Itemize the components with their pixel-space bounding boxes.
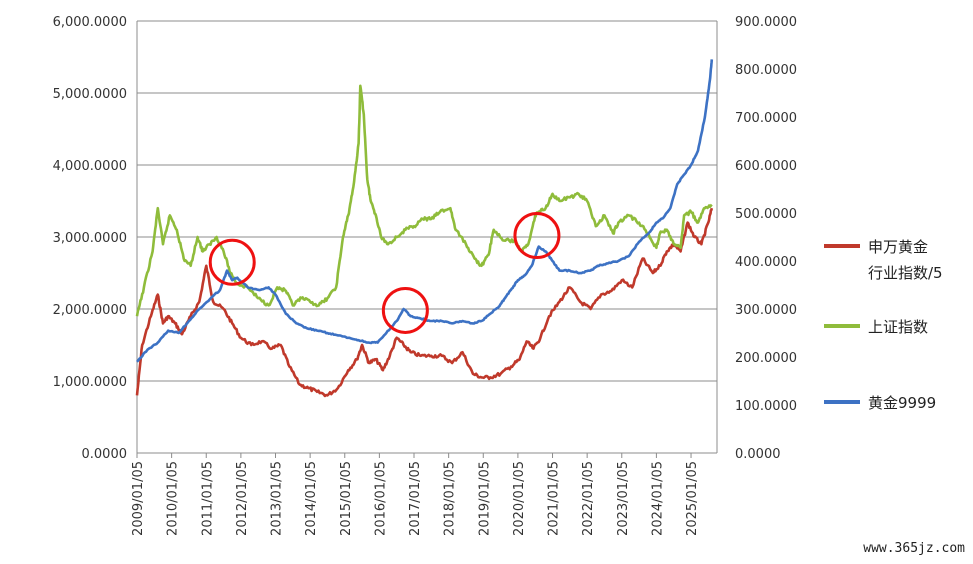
left-tick-label: 1,000.0000 (53, 375, 127, 390)
right-tick-label: 100.0000 (735, 399, 797, 414)
right-tick-label: 800.0000 (735, 63, 797, 78)
series-lines (135, 59, 714, 398)
x-tick-label: 2017/01/05 (408, 461, 423, 536)
x-tick-label: 2024/01/05 (650, 461, 665, 536)
x-tick-label: 2015/01/05 (339, 461, 354, 536)
right-axis: 0.0000 100.0000 200.0000 300.0000 400.0000 50… (735, 15, 797, 462)
x-tick-label: 2022/01/05 (581, 461, 596, 536)
right-tick-label: 0.0000 (735, 447, 781, 462)
annotation-circle (513, 212, 561, 260)
x-tick-label: 2011/01/05 (200, 461, 215, 536)
x-axis: 2009/01/05 2010/01/05 2011/01/05 2012/01/05… (131, 453, 700, 536)
x-tick-label: 2023/01/05 (616, 461, 631, 536)
right-tick-label: 600.0000 (735, 159, 797, 174)
right-tick-label: 500.0000 (735, 207, 797, 222)
right-tick-label: 200.0000 (735, 351, 797, 366)
left-tick-label: 6,000.0000 (53, 15, 127, 30)
annotation-circle (381, 286, 429, 334)
left-tick-label: 2,000.0000 (53, 303, 127, 318)
left-tick-label: 0.0000 (82, 447, 128, 462)
right-tick-label: 900.0000 (735, 15, 797, 30)
right-tick-label: 300.0000 (735, 303, 797, 318)
series-line (136, 59, 714, 363)
left-tick-label: 5,000.0000 (53, 87, 127, 102)
x-tick-label: 2019/01/05 (477, 461, 492, 536)
watermark: www.365jz.com (863, 541, 965, 556)
gridlines (136, 20, 718, 454)
left-tick-label: 3,000.0000 (53, 231, 127, 246)
legend-label: 行业指数/5 (868, 264, 943, 282)
x-tick-label: 2020/01/05 (512, 461, 527, 536)
right-tick-label: 400.0000 (735, 255, 797, 270)
series-line (135, 207, 714, 398)
annotation-circle (208, 238, 256, 286)
legend-label: 申万黄金 (868, 238, 928, 256)
x-tick-label: 2013/01/05 (270, 461, 285, 536)
x-tick-label: 2014/01/05 (304, 461, 319, 536)
annotation-circles (208, 212, 561, 334)
legend-label: 黄金9999 (868, 394, 936, 412)
x-tick-label: 2012/01/05 (235, 461, 250, 536)
series-line (135, 84, 713, 317)
right-tick-label: 700.0000 (735, 111, 797, 126)
x-tick-label: 2016/01/05 (373, 461, 388, 536)
x-tick-label: 2018/01/05 (443, 461, 458, 536)
x-tick-label: 2025/01/05 (685, 461, 700, 536)
x-tick-label: 2009/01/05 (131, 461, 146, 536)
x-tick-label: 2021/01/05 (547, 461, 562, 536)
left-axis: 0.0000 1,000.0000 2,000.0000 3,000.0000 4,00… (53, 15, 127, 462)
left-tick-label: 4,000.0000 (53, 159, 127, 174)
x-tick-label: 2010/01/05 (166, 461, 181, 536)
legend-label: 上证指数 (868, 318, 928, 336)
